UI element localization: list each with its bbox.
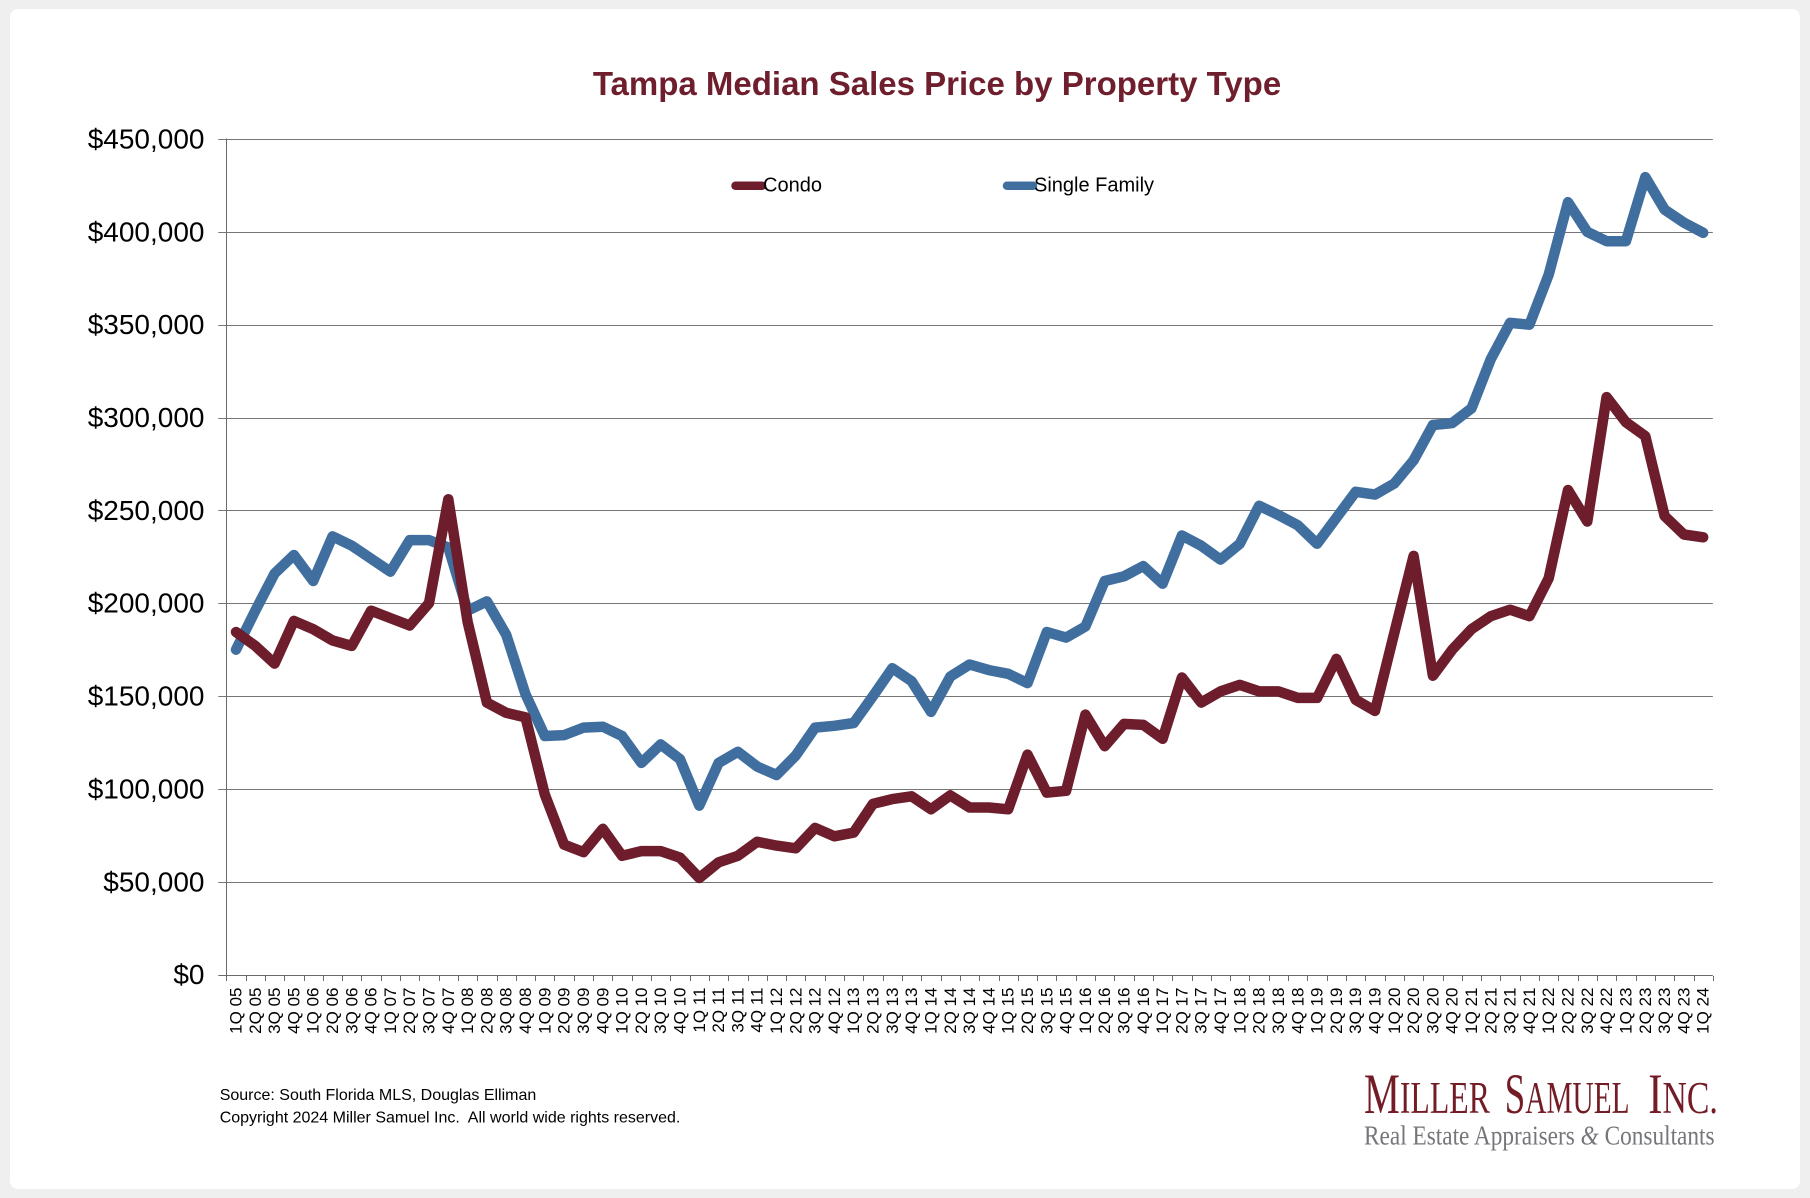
svg-text:1Q 22: 1Q 22 bbox=[1539, 988, 1558, 1034]
svg-text:1Q 19: 1Q 19 bbox=[1308, 988, 1327, 1034]
svg-text:$250,000: $250,000 bbox=[88, 495, 205, 526]
svg-text:1Q 13: 1Q 13 bbox=[844, 988, 863, 1034]
svg-text:3Q 18: 3Q 18 bbox=[1269, 988, 1288, 1034]
svg-text:MILLER: MILLER bbox=[1364, 1062, 1490, 1126]
svg-text:$0: $0 bbox=[173, 959, 204, 990]
svg-text:3Q 11: 3Q 11 bbox=[728, 988, 747, 1033]
svg-text:Single Family: Single Family bbox=[1034, 174, 1154, 196]
svg-text:1Q 08: 1Q 08 bbox=[458, 988, 477, 1034]
svg-text:1Q 05: 1Q 05 bbox=[227, 988, 246, 1034]
svg-text:2Q 22: 2Q 22 bbox=[1559, 988, 1578, 1034]
svg-text:4Q 14: 4Q 14 bbox=[979, 988, 998, 1034]
svg-text:3Q 22: 3Q 22 bbox=[1578, 988, 1597, 1034]
svg-text:$50,000: $50,000 bbox=[103, 866, 204, 897]
svg-text:4Q 16: 4Q 16 bbox=[1134, 988, 1153, 1034]
svg-text:3Q 20: 3Q 20 bbox=[1423, 988, 1442, 1034]
svg-text:4Q 20: 4Q 20 bbox=[1443, 988, 1462, 1034]
svg-text:$450,000: $450,000 bbox=[88, 124, 205, 155]
svg-text:$150,000: $150,000 bbox=[88, 681, 205, 712]
svg-text:3Q 19: 3Q 19 bbox=[1346, 988, 1365, 1034]
svg-text:4Q 15: 4Q 15 bbox=[1057, 988, 1076, 1034]
svg-text:2Q 06: 2Q 06 bbox=[323, 988, 342, 1034]
svg-text:3Q 17: 3Q 17 bbox=[1192, 988, 1211, 1034]
svg-text:2Q 05: 2Q 05 bbox=[246, 988, 265, 1034]
svg-text:Tampa Median Sales Price by Pr: Tampa Median Sales Price by Property Typ… bbox=[593, 65, 1281, 102]
svg-text:4Q 06: 4Q 06 bbox=[362, 988, 381, 1034]
svg-text:2Q 18: 2Q 18 bbox=[1250, 988, 1269, 1034]
svg-text:3Q 09: 3Q 09 bbox=[574, 988, 593, 1034]
svg-text:4Q 07: 4Q 07 bbox=[439, 988, 458, 1034]
svg-text:1Q 21: 1Q 21 bbox=[1462, 988, 1481, 1034]
svg-text:3Q 21: 3Q 21 bbox=[1501, 988, 1520, 1034]
svg-text:2Q 20: 2Q 20 bbox=[1404, 988, 1423, 1034]
svg-text:4Q 12: 4Q 12 bbox=[825, 988, 844, 1034]
svg-text:1Q 17: 1Q 17 bbox=[1153, 988, 1172, 1034]
svg-text:2Q 21: 2Q 21 bbox=[1481, 988, 1500, 1034]
svg-text:4Q 09: 4Q 09 bbox=[593, 988, 612, 1034]
svg-text:2Q 12: 2Q 12 bbox=[786, 988, 805, 1034]
svg-text:4Q 13: 4Q 13 bbox=[902, 988, 921, 1034]
svg-text:2Q 07: 2Q 07 bbox=[400, 988, 419, 1034]
svg-text:2Q 11: 2Q 11 bbox=[709, 988, 728, 1033]
svg-text:2Q 23: 2Q 23 bbox=[1636, 988, 1655, 1034]
svg-text:$350,000: $350,000 bbox=[88, 309, 205, 340]
svg-text:1Q 20: 1Q 20 bbox=[1385, 988, 1404, 1034]
svg-text:3Q 15: 3Q 15 bbox=[1037, 988, 1056, 1034]
svg-text:SAMUEL: SAMUEL bbox=[1505, 1063, 1630, 1126]
svg-text:2Q 15: 2Q 15 bbox=[1018, 988, 1037, 1034]
svg-text:3Q 10: 3Q 10 bbox=[651, 988, 670, 1034]
svg-text:3Q 07: 3Q 07 bbox=[420, 988, 439, 1034]
svg-text:$200,000: $200,000 bbox=[88, 588, 205, 619]
svg-text:3Q 05: 3Q 05 bbox=[265, 988, 284, 1034]
svg-text:1Q 18: 1Q 18 bbox=[1230, 988, 1249, 1034]
svg-text:4Q 10: 4Q 10 bbox=[671, 988, 690, 1034]
svg-text:2Q 17: 2Q 17 bbox=[1172, 988, 1191, 1034]
svg-text:1Q 24: 1Q 24 bbox=[1694, 988, 1713, 1034]
svg-text:1Q 11: 1Q 11 bbox=[690, 988, 709, 1033]
svg-text:1Q 14: 1Q 14 bbox=[922, 988, 941, 1034]
svg-text:1Q 16: 1Q 16 bbox=[1076, 988, 1095, 1034]
svg-text:INC.: INC. bbox=[1648, 1062, 1718, 1125]
svg-text:$100,000: $100,000 bbox=[88, 773, 205, 804]
svg-text:3Q 16: 3Q 16 bbox=[1115, 988, 1134, 1034]
svg-text:4Q 17: 4Q 17 bbox=[1211, 988, 1230, 1034]
svg-text:$300,000: $300,000 bbox=[88, 402, 205, 433]
svg-text:1Q 12: 1Q 12 bbox=[767, 988, 786, 1034]
svg-text:4Q 05: 4Q 05 bbox=[284, 988, 303, 1034]
svg-text:3Q 06: 3Q 06 bbox=[342, 988, 361, 1034]
svg-text:3Q 12: 3Q 12 bbox=[806, 988, 825, 1034]
svg-text:Real Estate Appraisers & Consu: Real Estate Appraisers & Consultants bbox=[1364, 1122, 1715, 1151]
svg-text:$400,000: $400,000 bbox=[88, 216, 205, 247]
svg-text:2Q 14: 2Q 14 bbox=[941, 988, 960, 1034]
svg-text:1Q 15: 1Q 15 bbox=[999, 988, 1018, 1034]
svg-text:2Q 19: 2Q 19 bbox=[1327, 988, 1346, 1034]
svg-text:2Q 13: 2Q 13 bbox=[864, 988, 883, 1034]
svg-text:4Q 18: 4Q 18 bbox=[1288, 988, 1307, 1034]
svg-text:4Q 21: 4Q 21 bbox=[1520, 988, 1539, 1034]
svg-text:4Q 08: 4Q 08 bbox=[516, 988, 535, 1034]
svg-text:Source: South Florida MLS, Dou: Source: South Florida MLS, Douglas Ellim… bbox=[220, 1087, 537, 1104]
svg-text:1Q 09: 1Q 09 bbox=[535, 988, 554, 1034]
svg-text:2Q 16: 2Q 16 bbox=[1095, 988, 1114, 1034]
svg-text:4Q 23: 4Q 23 bbox=[1674, 988, 1693, 1034]
svg-text:3Q 13: 3Q 13 bbox=[883, 988, 902, 1034]
svg-text:3Q 14: 3Q 14 bbox=[960, 988, 979, 1034]
svg-text:4Q 11: 4Q 11 bbox=[748, 988, 767, 1033]
svg-text:1Q 07: 1Q 07 bbox=[381, 988, 400, 1034]
svg-text:1Q 23: 1Q 23 bbox=[1616, 988, 1635, 1034]
svg-text:2Q 09: 2Q 09 bbox=[555, 988, 574, 1034]
svg-text:Condo: Condo bbox=[763, 174, 822, 196]
svg-text:1Q 06: 1Q 06 bbox=[304, 988, 323, 1034]
svg-text:Copyright 2024 Miller Samuel I: Copyright 2024 Miller Samuel Inc. All wo… bbox=[220, 1109, 681, 1126]
svg-text:4Q 19: 4Q 19 bbox=[1366, 988, 1385, 1034]
svg-text:3Q 08: 3Q 08 bbox=[497, 988, 516, 1034]
svg-text:4Q 22: 4Q 22 bbox=[1597, 988, 1616, 1034]
svg-text:2Q 10: 2Q 10 bbox=[632, 988, 651, 1034]
svg-text:1Q 10: 1Q 10 bbox=[613, 988, 632, 1034]
svg-text:3Q 23: 3Q 23 bbox=[1655, 988, 1674, 1034]
svg-text:2Q 08: 2Q 08 bbox=[477, 988, 496, 1034]
